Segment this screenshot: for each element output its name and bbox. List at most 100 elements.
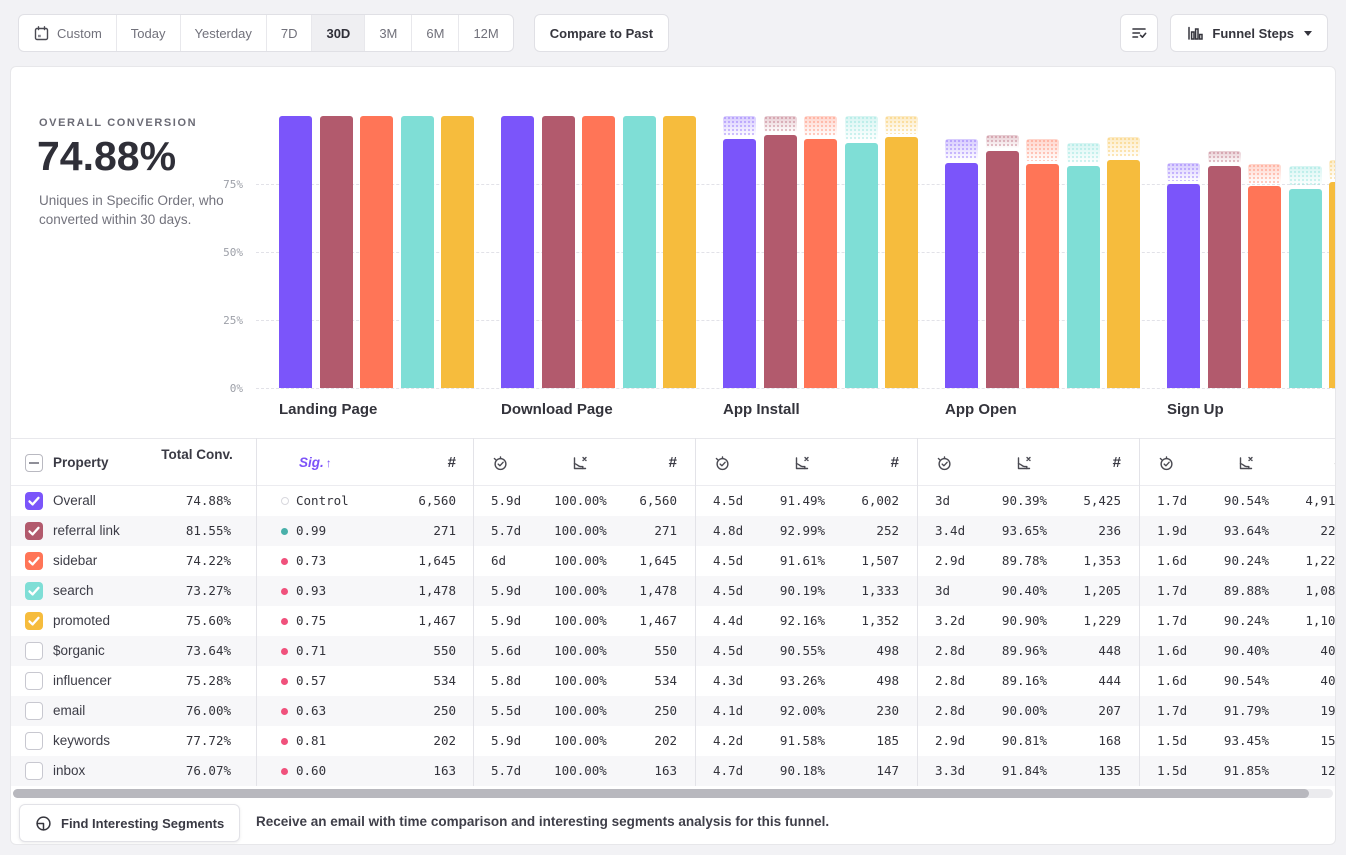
funnel-bar-overall[interactable] [1167, 184, 1200, 388]
y-axis-tick-label: 50% [223, 246, 243, 259]
funnel-step-label: Landing Page [279, 401, 378, 418]
funnel-bar-promoted[interactable] [663, 116, 696, 388]
funnel-bar-sidebar[interactable] [1026, 164, 1059, 388]
table-row-promoted[interactable]: promoted 75.60% 0.75 1,467 5.9d 100.00% 1,467 4… [11, 606, 1335, 636]
horizontal-scrollbar-thumb[interactable] [13, 789, 1309, 798]
bar-chart-icon [1186, 24, 1204, 42]
date-range-3m[interactable]: 3M [364, 15, 411, 51]
funnel-bar-search[interactable] [1288, 188, 1322, 388]
funnel-bar-promoted[interactable] [1329, 182, 1335, 388]
horizontal-scrollbar-track[interactable] [13, 789, 1333, 798]
table-row-influencer[interactable]: influencer 75.28% 0.57 534 5.8d 100.00% 534 4.3… [11, 666, 1335, 696]
time-to-convert: 5.8d [491, 673, 522, 688]
funnel-bar-sidebar[interactable] [360, 116, 393, 388]
conversion-rate: 90.39% [1001, 493, 1048, 508]
conversion-rate-chart-icon[interactable] [538, 454, 623, 472]
row-checkbox[interactable] [25, 762, 43, 780]
time-to-convert: 5.9d [491, 613, 522, 628]
significance-value: 0.99 [296, 523, 327, 538]
date-range-6m[interactable]: 6M [411, 15, 458, 51]
compare-to-past-label: Compare to Past [549, 25, 654, 41]
time-to-convert: 5.9d [491, 583, 522, 598]
conversion-rate: 90.24% [1223, 613, 1270, 628]
funnel-bar-promoted[interactable] [1107, 160, 1140, 388]
unconverted-ghost-bar [723, 116, 756, 137]
unconverted-ghost-bar [1026, 138, 1059, 162]
conversion-rate: 90.18% [779, 763, 826, 778]
row-checkbox[interactable] [25, 702, 43, 720]
table-row-sidebar[interactable]: sidebar 74.22% 0.73 1,645 6d 100.00% 1,645 4.5d… [11, 546, 1335, 576]
time-to-convert: 3.4d [935, 523, 966, 538]
total-conversion-value: 77.72% [185, 733, 231, 748]
funnel-bar-referral-link[interactable] [541, 116, 575, 388]
view-selector-button[interactable]: Funnel Steps [1170, 14, 1328, 52]
date-range-yesterday[interactable]: Yesterday [179, 15, 266, 51]
row-checkbox[interactable] [25, 732, 43, 750]
funnel-bar-search[interactable] [400, 116, 434, 388]
date-range-30d[interactable]: 30D [311, 15, 365, 51]
select-all-checkbox[interactable] [25, 454, 43, 472]
conversion-rate-chart-icon[interactable] [1204, 454, 1289, 472]
funnel-bar-referral-link[interactable] [319, 116, 353, 388]
stopwatch-check-icon[interactable] [935, 454, 953, 472]
funnel-bar-referral-link[interactable] [1207, 166, 1241, 388]
step-count: 1,507 [861, 553, 899, 568]
list-check-button[interactable] [1120, 14, 1159, 52]
find-interesting-segments-button[interactable]: Find Interesting Segments [19, 804, 241, 842]
total-conversion-value: 73.27% [185, 583, 231, 598]
conversion-rate: 91.79% [1223, 703, 1270, 718]
funnel-bar-sidebar[interactable] [582, 116, 615, 388]
conversion-rate: 89.78% [1001, 553, 1048, 568]
row-checkbox[interactable] [25, 522, 43, 540]
date-range-custom[interactable]: Custom [19, 15, 116, 51]
time-to-convert: 2.8d [935, 643, 966, 658]
date-range-7d[interactable]: 7D [265, 15, 312, 51]
funnel-bar-promoted[interactable] [441, 116, 474, 388]
property-name: $organic [53, 643, 105, 658]
table-row-keywords[interactable]: keywords 77.72% 0.81 202 5.9d 100.00% 202 4.2d 9… [11, 726, 1335, 756]
time-to-convert: 1.6d [1157, 553, 1188, 568]
step-count: 498 [876, 673, 899, 688]
table-row-overall[interactable]: Overall 74.88% Control 6,560 5.9d 100.00% 6,56… [11, 486, 1335, 516]
time-to-convert: 2.9d [935, 733, 966, 748]
table-row-search[interactable]: search 73.27% 0.93 1,478 5.9d 100.00% 1,478 4.5… [11, 576, 1336, 606]
date-range-12m[interactable]: 12M [458, 15, 512, 51]
row-checkbox[interactable] [25, 642, 43, 660]
property-name: influencer [53, 673, 112, 688]
funnel-bar-overall[interactable] [723, 139, 756, 388]
funnel-bar-search[interactable] [1066, 166, 1100, 388]
table-row-inbox[interactable]: inbox 76.07% 0.60 163 5.7d 100.00% 163 4.7d 90.1… [11, 756, 1335, 786]
time-to-convert: 4.8d [713, 523, 744, 538]
sig-column-header[interactable]: Sig. ↑ [299, 455, 332, 470]
property-name: search [53, 583, 94, 598]
row-checkbox[interactable] [25, 612, 43, 630]
funnel-bar-referral-link[interactable] [763, 135, 797, 388]
stopwatch-check-icon[interactable] [1157, 454, 1175, 472]
row-checkbox[interactable] [25, 582, 43, 600]
row-checkbox[interactable] [25, 492, 43, 510]
conversion-rate-chart-icon[interactable] [982, 454, 1067, 472]
date-range-today[interactable]: Today [115, 15, 180, 51]
funnel-bar-search[interactable] [622, 116, 656, 388]
step-count: 405 [1320, 643, 1336, 658]
funnel-bar-sidebar[interactable] [1248, 186, 1281, 388]
funnel-bar-search[interactable] [844, 142, 878, 388]
funnel-bar-overall[interactable] [501, 116, 534, 388]
stopwatch-check-icon[interactable] [713, 454, 731, 472]
stopwatch-check-icon[interactable] [491, 454, 509, 472]
step-count: 1,083 [1305, 583, 1336, 598]
table-row-email[interactable]: email 76.00% 0.63 250 5.5d 100.00% 250 4.1d 92.0… [11, 696, 1335, 726]
conversion-rate-chart-icon[interactable] [760, 454, 845, 472]
table-row-referral-link[interactable]: referral link 81.55% 0.99 271 5.7d 100.00% 271… [11, 516, 1335, 546]
funnel-bar-sidebar[interactable] [804, 138, 837, 388]
funnel-bar-referral-link[interactable] [985, 151, 1019, 388]
row-checkbox[interactable] [25, 672, 43, 690]
row-checkbox[interactable] [25, 552, 43, 570]
funnel-bar-promoted[interactable] [885, 137, 918, 388]
compare-to-past-button[interactable]: Compare to Past [533, 14, 670, 52]
unconverted-ghost-bar [1167, 163, 1200, 182]
property-name: inbox [53, 763, 86, 778]
table-row-$organic[interactable]: $organic 73.64% 0.71 550 5.6d 100.00% 550 4.5d 9… [11, 636, 1336, 666]
funnel-bar-overall[interactable] [279, 116, 312, 388]
funnel-bar-overall[interactable] [945, 163, 978, 388]
